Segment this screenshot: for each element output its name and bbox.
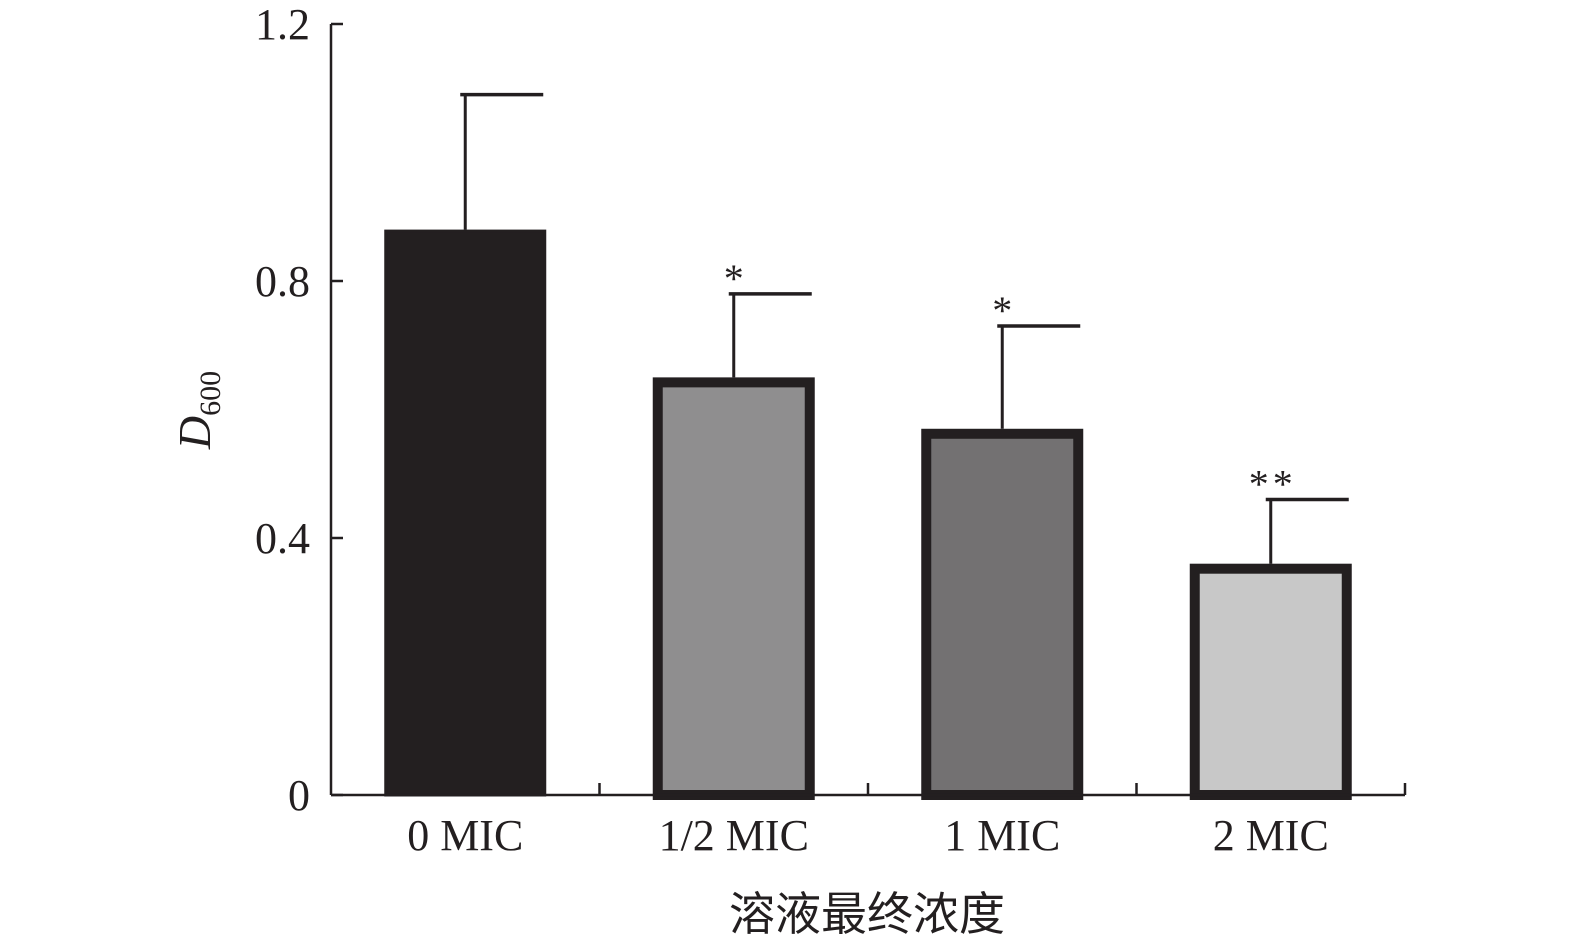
significance-label: * (724, 256, 748, 301)
error-bars (460, 92, 1349, 564)
y-axis-title-main: D (169, 416, 220, 450)
bars (384, 229, 1352, 801)
x-tick-label: 0 MIC (407, 811, 523, 860)
y-axis-title-sub: 600 (194, 371, 227, 416)
x-axis-tick-labels: 0 MIC 1/2 MIC 1 MIC 2 MIC (407, 811, 1329, 860)
bar (1189, 563, 1352, 801)
x-axis-title: 溶液最终浓度 (729, 889, 1005, 940)
y-tick-label: 0.4 (255, 514, 310, 563)
x-tick-label: 1/2 MIC (659, 811, 809, 860)
bar (652, 377, 815, 800)
significance-label: ** (1249, 461, 1297, 506)
bar (384, 229, 547, 797)
significance-marks: **** (724, 256, 1297, 507)
y-tick-label: 1.2 (255, 0, 310, 49)
x-tick-label: 1 MIC (944, 811, 1060, 860)
y-axis-ticks: 0 0.4 0.8 1.2 (255, 0, 343, 820)
axes (329, 24, 1407, 797)
y-tick-label: 0 (288, 771, 310, 820)
y-tick-label: 0.8 (255, 257, 310, 306)
x-tick-label: 2 MIC (1213, 811, 1329, 860)
bar (921, 428, 1084, 800)
y-axis-title: D600 (169, 371, 227, 450)
significance-label: * (992, 288, 1016, 333)
